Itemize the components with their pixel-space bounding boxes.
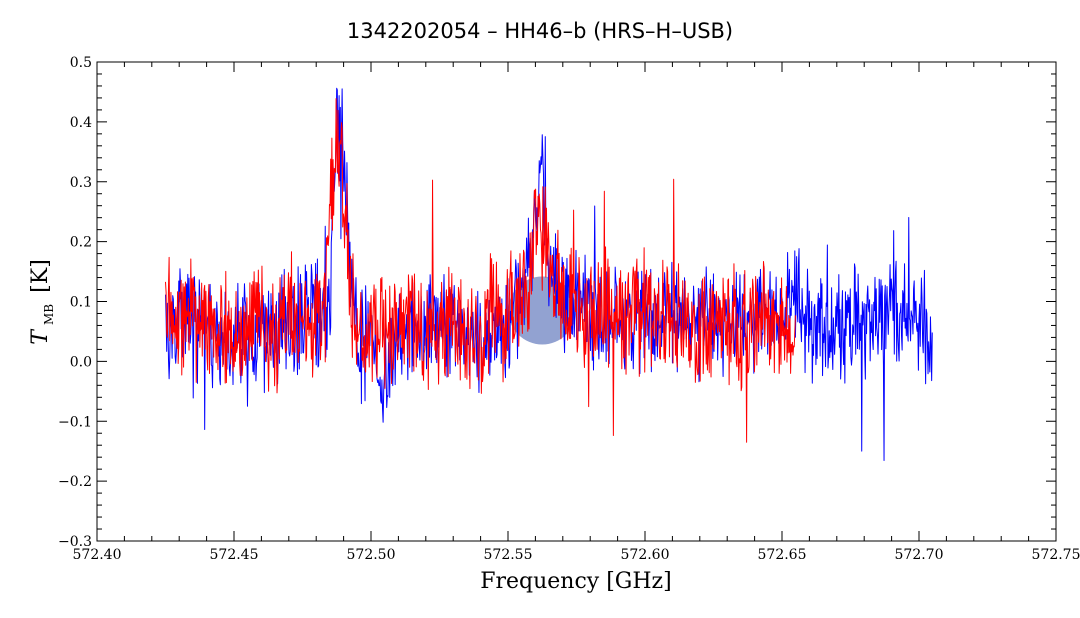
x-tick-label: 572.50 xyxy=(347,547,396,563)
y-tick-label: −0.3 xyxy=(58,534,92,550)
y-tick-label: 0.2 xyxy=(70,235,92,251)
x-tick-label: 572.65 xyxy=(758,547,807,563)
svg-text:T MB [K]: T MB [K] xyxy=(28,259,57,345)
y-axis-unit: [K] xyxy=(28,259,53,293)
x-axis-label: Frequency [GHz] xyxy=(480,569,672,594)
x-tick-label: 572.40 xyxy=(73,547,122,563)
y-axis-symbol: T xyxy=(28,328,53,345)
y-axis-label: T MB [K] xyxy=(28,259,57,345)
x-tick-label: 572.60 xyxy=(621,547,670,563)
y-tick-label: 0.1 xyxy=(70,295,92,311)
y-tick-label: −0.1 xyxy=(58,414,92,430)
y-tick-label: 0.0 xyxy=(70,354,92,370)
y-tick-label: −0.2 xyxy=(58,474,92,490)
x-tick-label: 572.45 xyxy=(210,547,259,563)
x-tick-label: 572.75 xyxy=(1032,547,1080,563)
y-axis-subscript: MB xyxy=(42,304,56,325)
axis-ticks: 572.40 572.45 572.50 572.55 572.60 572.65 572.… xyxy=(58,55,1080,563)
y-tick-label: 0.3 xyxy=(70,175,92,191)
series-layer xyxy=(165,87,933,461)
x-tick-label: 572.55 xyxy=(484,547,533,563)
chart-title: 1342202054 – HH46–b (HRS–H–USB) xyxy=(347,19,733,43)
y-tick-label: 0.5 xyxy=(70,55,92,71)
y-tick-label: 0.4 xyxy=(70,115,92,131)
series-line-blue xyxy=(165,87,933,461)
series-line-red xyxy=(165,98,796,443)
x-tick-label: 572.70 xyxy=(895,547,944,563)
